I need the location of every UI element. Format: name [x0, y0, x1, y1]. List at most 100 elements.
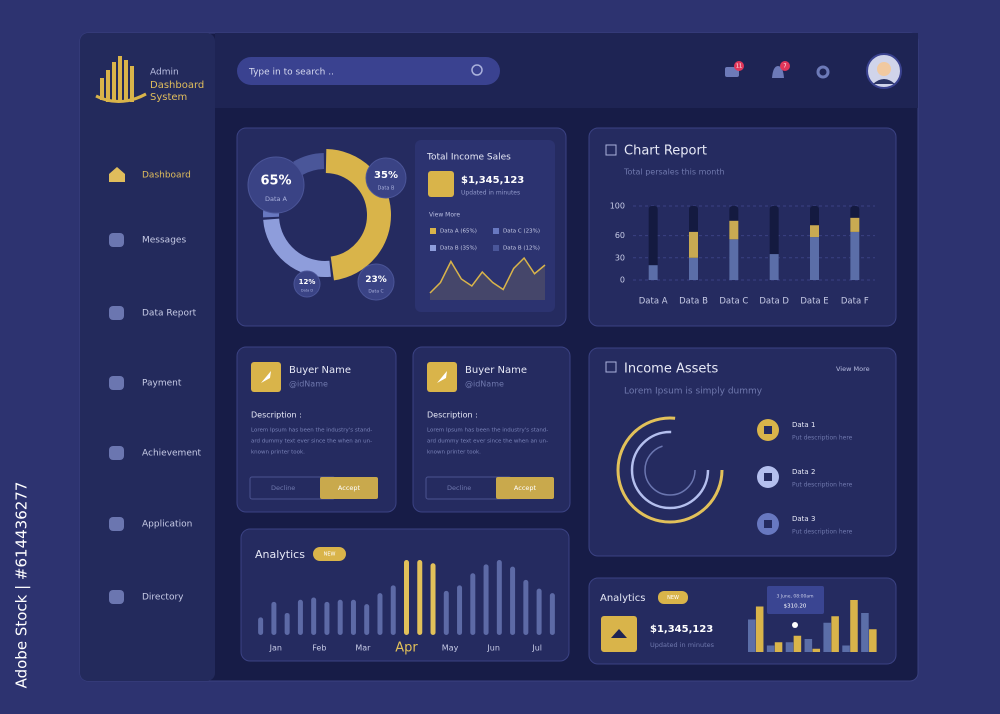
decline-label[interactable]: Decline	[271, 484, 295, 492]
logo-bar	[124, 60, 128, 102]
bar	[823, 622, 831, 652]
bubble-value: 23%	[365, 275, 387, 285]
bar-segment	[810, 237, 819, 280]
logo-text: Dashboard	[150, 80, 204, 91]
menu-item[interactable]: Messages	[142, 236, 186, 246]
menu-icon[interactable]	[109, 376, 124, 390]
bar	[869, 629, 877, 652]
bar	[774, 642, 783, 652]
bar	[350, 599, 356, 635]
menu-icon[interactable]	[109, 446, 124, 460]
bar	[377, 593, 383, 635]
menu-item[interactable]: Payment	[142, 379, 182, 389]
tooltip-date: 3 June, 08:00am	[776, 594, 813, 600]
x-tick-label: Data C	[719, 297, 748, 307]
logo-bar	[130, 66, 134, 102]
search-placeholder: Type in to search ..	[248, 68, 334, 78]
x-tick-label: Jan	[269, 644, 282, 653]
menu-item[interactable]: Directory	[142, 593, 184, 603]
menu-item[interactable]: Dashboard	[142, 171, 191, 181]
logo-bar	[100, 78, 104, 100]
link[interactable]: View More	[429, 212, 460, 219]
card-title: Income Assets	[624, 362, 719, 377]
tooltip-dot	[792, 622, 798, 628]
chart-icon	[605, 361, 617, 373]
menu-icon[interactable]	[109, 306, 124, 320]
badge	[734, 61, 744, 71]
logo-text: Admin	[150, 68, 179, 78]
menu-icon[interactable]	[109, 517, 124, 531]
menu-icon[interactable]	[109, 167, 125, 182]
bubble	[293, 270, 321, 298]
item-desc: Put description here	[792, 529, 853, 536]
item-label: Data 3	[792, 515, 815, 523]
menu-icon[interactable]	[109, 233, 124, 247]
bar	[785, 642, 794, 652]
card-title: Total Income Sales	[426, 153, 511, 163]
settings-icon[interactable]	[816, 65, 830, 79]
card	[588, 127, 897, 327]
logo-bar	[112, 62, 116, 102]
desc-line: ard dummy text ever since the when an un…	[251, 439, 372, 445]
bar-segment	[850, 231, 860, 280]
y-tick-label: 60	[615, 231, 625, 240]
avatar-body	[873, 79, 895, 84]
x-tick-label: Jun	[486, 644, 500, 653]
bar	[258, 617, 264, 635]
menu-item[interactable]: Application	[142, 520, 192, 530]
menu-item[interactable]: Data Report	[142, 309, 197, 319]
badge-pill	[658, 591, 688, 604]
bar	[755, 606, 764, 652]
desc-line: known printer took.	[251, 450, 305, 456]
y-tick-label: 0	[620, 276, 625, 285]
item-desc: Put description here	[792, 435, 853, 442]
decline-label[interactable]: Decline	[447, 484, 471, 492]
buyer-name: Buyer Name	[465, 365, 527, 376]
bar	[483, 564, 489, 635]
bar	[297, 599, 303, 635]
ring	[630, 430, 710, 510]
item-desc: Put description here	[792, 482, 853, 489]
ring	[644, 444, 696, 496]
buyer-name: Buyer Name	[289, 365, 351, 376]
card-title: Chart Report	[624, 144, 707, 159]
accept-label[interactable]: Accept	[514, 484, 537, 492]
y-tick-label: 30	[615, 253, 625, 262]
tooltip	[767, 586, 824, 614]
bar	[311, 597, 317, 635]
accept-label[interactable]: Accept	[338, 484, 361, 492]
bar	[404, 560, 409, 635]
search-icon	[471, 64, 483, 76]
bar	[390, 585, 396, 635]
bubble-label: Data B	[378, 186, 396, 192]
bubble-label: Data D	[301, 289, 313, 293]
item-label: Data 2	[792, 468, 815, 476]
menu-icon[interactable]	[109, 590, 124, 604]
tooltip-value: $310.20	[784, 604, 807, 610]
bar	[364, 604, 370, 635]
bar	[842, 645, 850, 652]
accept-button[interactable]	[320, 477, 378, 499]
bar	[470, 573, 476, 635]
bubble-value: 12%	[299, 278, 316, 286]
menu-item[interactable]: Achievement	[142, 449, 202, 459]
avatar-face	[877, 62, 891, 76]
search-box[interactable]	[237, 57, 500, 85]
chart-icon	[605, 144, 617, 156]
amount: $1,345,123	[461, 175, 524, 186]
amount: $1,345,123	[650, 624, 713, 635]
bubble	[247, 156, 305, 214]
bar	[324, 601, 330, 635]
bubble-value: 35%	[374, 170, 398, 181]
accept-button[interactable]	[496, 477, 554, 499]
x-tick-label: Apr	[395, 641, 418, 656]
buyer-handle: @idName	[289, 380, 328, 389]
item-glyph	[764, 426, 772, 434]
link[interactable]: View More	[836, 365, 870, 373]
area-fill	[430, 258, 545, 300]
bar	[536, 588, 542, 635]
bar	[766, 645, 775, 652]
bar	[443, 590, 449, 635]
